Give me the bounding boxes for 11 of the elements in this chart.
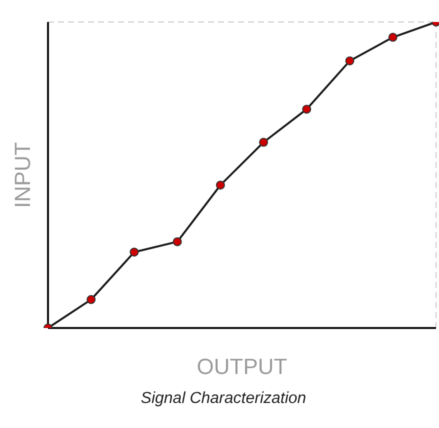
point [302, 104, 312, 114]
point [216, 180, 225, 190]
point [388, 32, 398, 42]
point [345, 56, 354, 66]
point [172, 237, 182, 246]
y-axis-title: INPUT [10, 142, 35, 208]
point [86, 295, 96, 304]
text: Signal Characterization [140, 390, 308, 408]
point [130, 248, 139, 257]
point [259, 138, 268, 147]
x-axis-title: OUTPUT [196, 354, 288, 379]
